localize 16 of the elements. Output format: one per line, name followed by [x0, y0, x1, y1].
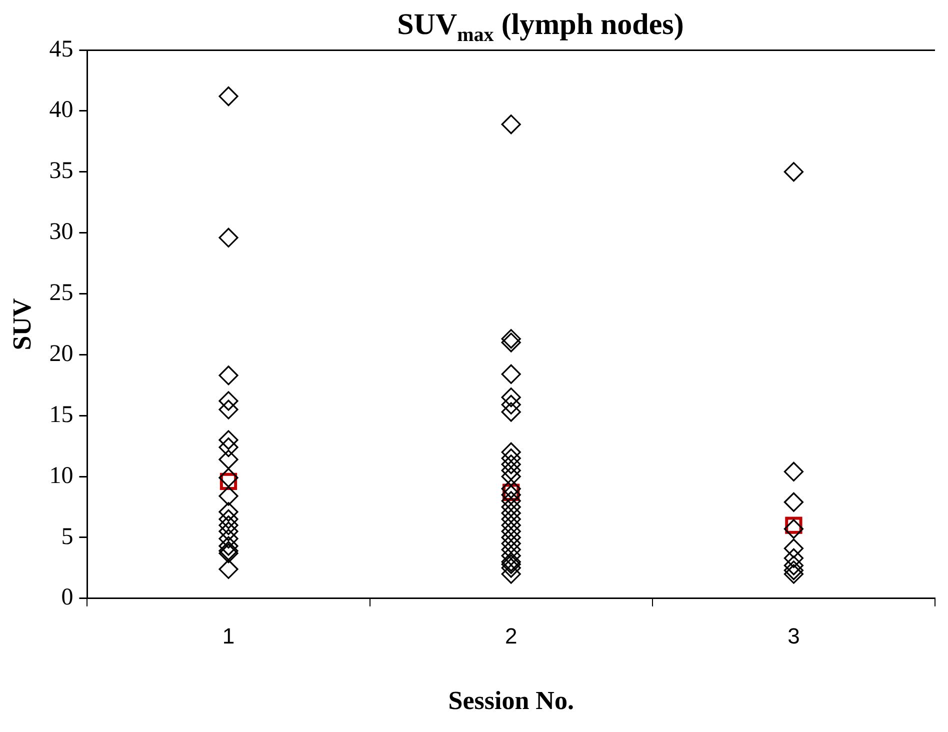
- x-tick-label: 2: [504, 624, 518, 649]
- x-tick-label: 3: [788, 624, 800, 649]
- x-axis-title: Session No.: [448, 686, 574, 716]
- y-tick-label: 10: [49, 462, 74, 489]
- y-tick-label: 20: [49, 340, 74, 367]
- y-tick-label: 0: [61, 584, 74, 611]
- y-tick-label: 40: [49, 97, 74, 124]
- y-tick-label: 35: [49, 158, 74, 184]
- y-tick-label: 30: [49, 219, 74, 246]
- y-tick-label: 15: [49, 402, 74, 428]
- y-tick-label: 45: [49, 36, 74, 62]
- y-axis-title: SUV: [7, 298, 36, 350]
- y-tick-label: 25: [49, 280, 74, 306]
- y-tick-label: 5: [61, 524, 74, 550]
- chart-title: SUV$_{max}$ (lymph nodes): [396, 8, 685, 47]
- x-tick-label: 1: [222, 624, 235, 649]
